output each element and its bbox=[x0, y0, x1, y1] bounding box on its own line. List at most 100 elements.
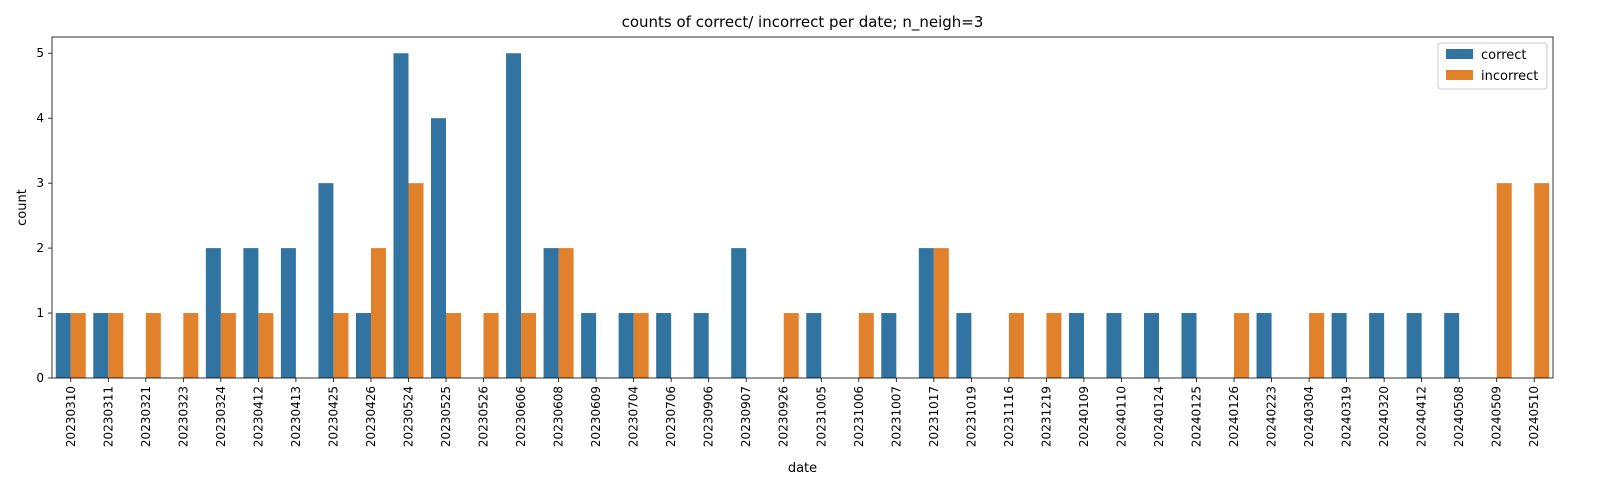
x-tick-label: 20230706 bbox=[664, 386, 678, 447]
bar-incorrect-20230324 bbox=[220, 313, 236, 378]
bar-correct-20240125 bbox=[1181, 313, 1197, 378]
bar-correct-20231005 bbox=[806, 313, 822, 378]
legend-label-correct: correct bbox=[1481, 48, 1527, 63]
bar-incorrect-20230608 bbox=[558, 248, 574, 378]
y-tick-label: 2 bbox=[36, 241, 44, 255]
x-tick-label: 20231017 bbox=[927, 386, 941, 447]
bar-incorrect-20230926 bbox=[783, 313, 799, 378]
y-tick-label: 1 bbox=[36, 306, 44, 320]
x-tick-label: 20231019 bbox=[964, 386, 978, 447]
x-tick-label: 20230412 bbox=[251, 386, 265, 447]
bar-correct-20240319 bbox=[1331, 313, 1347, 378]
bar-correct-20230425 bbox=[318, 183, 334, 378]
x-tick-label: 20240508 bbox=[1452, 386, 1466, 447]
bar-correct-20230704 bbox=[618, 313, 634, 378]
x-tick-label: 20230426 bbox=[364, 386, 378, 447]
x-tick-label: 20240126 bbox=[1227, 386, 1241, 447]
bar-incorrect-20240304 bbox=[1309, 313, 1325, 378]
bar-correct-20230608 bbox=[543, 248, 559, 378]
x-tick-label: 20240124 bbox=[1152, 386, 1166, 447]
bar-incorrect-20230526 bbox=[483, 313, 499, 378]
x-tick-label: 20230926 bbox=[777, 386, 791, 447]
x-tick-label: 20230321 bbox=[139, 386, 153, 447]
bar-incorrect-20230426 bbox=[370, 248, 386, 378]
bar-correct-20240124 bbox=[1143, 313, 1159, 378]
bar-incorrect-20230606 bbox=[521, 313, 537, 378]
bar-correct-20230524 bbox=[393, 53, 409, 378]
bar-incorrect-20230425 bbox=[333, 313, 349, 378]
x-tick-label: 20240110 bbox=[1114, 386, 1128, 447]
legend-label-incorrect: incorrect bbox=[1481, 69, 1538, 84]
bar-correct-20230310 bbox=[55, 313, 71, 378]
bar-incorrect-20230524 bbox=[408, 183, 424, 378]
legend: correct incorrect bbox=[1437, 42, 1548, 90]
x-tick-label: 20230608 bbox=[552, 386, 566, 447]
bar-incorrect-20240126 bbox=[1234, 313, 1250, 378]
bar-correct-20230606 bbox=[506, 53, 522, 378]
bar-correct-20240412 bbox=[1406, 313, 1422, 378]
bar-correct-20230413 bbox=[280, 248, 296, 378]
bar-correct-20230525 bbox=[431, 118, 447, 378]
y-tick-label: 3 bbox=[36, 176, 44, 190]
legend-swatch-correct bbox=[1446, 49, 1473, 59]
bar-incorrect-20230525 bbox=[446, 313, 462, 378]
x-tick-label: 20230525 bbox=[439, 386, 453, 447]
x-tick-label: 20231219 bbox=[1039, 386, 1053, 447]
legend-swatch-incorrect bbox=[1446, 70, 1473, 80]
x-tick-label: 20230606 bbox=[514, 386, 528, 447]
bar-incorrect-20231219 bbox=[1046, 313, 1062, 378]
bar-correct-20231007 bbox=[881, 313, 897, 378]
bar-incorrect-20231006 bbox=[858, 313, 874, 378]
x-tick-label: 20231116 bbox=[1002, 386, 1016, 447]
y-tick-label: 0 bbox=[36, 371, 44, 385]
bar-incorrect-20230412 bbox=[258, 313, 274, 378]
x-tick-label: 20240320 bbox=[1377, 386, 1391, 447]
x-tick-label: 20230311 bbox=[101, 386, 115, 447]
x-tick-label: 20230524 bbox=[401, 386, 415, 447]
bar-incorrect-20230704 bbox=[633, 313, 649, 378]
x-tick-label: 20231007 bbox=[889, 386, 903, 447]
bar-correct-20230906 bbox=[693, 313, 709, 378]
x-tick-label: 20240510 bbox=[1527, 386, 1541, 447]
bar-correct-20240320 bbox=[1369, 313, 1385, 378]
x-tick-label: 20230704 bbox=[627, 386, 641, 447]
x-tick-label: 20240125 bbox=[1190, 386, 1204, 447]
bar-correct-20240223 bbox=[1256, 313, 1272, 378]
x-axis-ticks: 20230310 20230311 20230321 20230323 20230324… bbox=[64, 378, 1541, 447]
y-tick-label: 5 bbox=[36, 46, 44, 60]
x-tick-label: 20240223 bbox=[1265, 386, 1279, 447]
x-tick-label: 20230907 bbox=[739, 386, 753, 447]
bar-correct-20230311 bbox=[93, 313, 109, 378]
bar-correct-20240110 bbox=[1106, 313, 1122, 378]
bar-correct-20230609 bbox=[581, 313, 597, 378]
bar-incorrect-20231116 bbox=[1008, 313, 1024, 378]
bar-incorrect-20231017 bbox=[933, 248, 949, 378]
x-tick-label: 20230413 bbox=[289, 386, 303, 447]
bar-correct-20240109 bbox=[1068, 313, 1084, 378]
x-tick-label: 20230906 bbox=[702, 386, 716, 447]
bars-group bbox=[55, 53, 1550, 378]
x-tick-label: 20231006 bbox=[852, 386, 866, 447]
bar-correct-20231017 bbox=[918, 248, 934, 378]
x-tick-label: 20230609 bbox=[589, 386, 603, 447]
x-tick-label: 20240109 bbox=[1077, 386, 1091, 447]
bar-correct-20230412 bbox=[243, 248, 259, 378]
y-axis-label: count bbox=[15, 189, 30, 226]
x-tick-label: 20240509 bbox=[1490, 386, 1504, 447]
bar-incorrect-20230323 bbox=[183, 313, 199, 378]
bar-correct-20240508 bbox=[1444, 313, 1460, 378]
bar-incorrect-20230311 bbox=[108, 313, 124, 378]
y-tick-label: 4 bbox=[36, 111, 44, 125]
bar-incorrect-20230310 bbox=[70, 313, 86, 378]
bar-incorrect-20230321 bbox=[145, 313, 161, 378]
x-tick-label: 20230425 bbox=[326, 386, 340, 447]
x-tick-label: 20230324 bbox=[214, 386, 228, 447]
chart-title: counts of correct/ incorrect per date; n… bbox=[622, 13, 984, 32]
bar-correct-20230324 bbox=[205, 248, 221, 378]
x-tick-label: 20231005 bbox=[814, 386, 828, 447]
bar-correct-20230426 bbox=[355, 313, 371, 378]
x-tick-label: 20230323 bbox=[176, 386, 190, 447]
x-tick-label: 20240304 bbox=[1302, 386, 1316, 447]
